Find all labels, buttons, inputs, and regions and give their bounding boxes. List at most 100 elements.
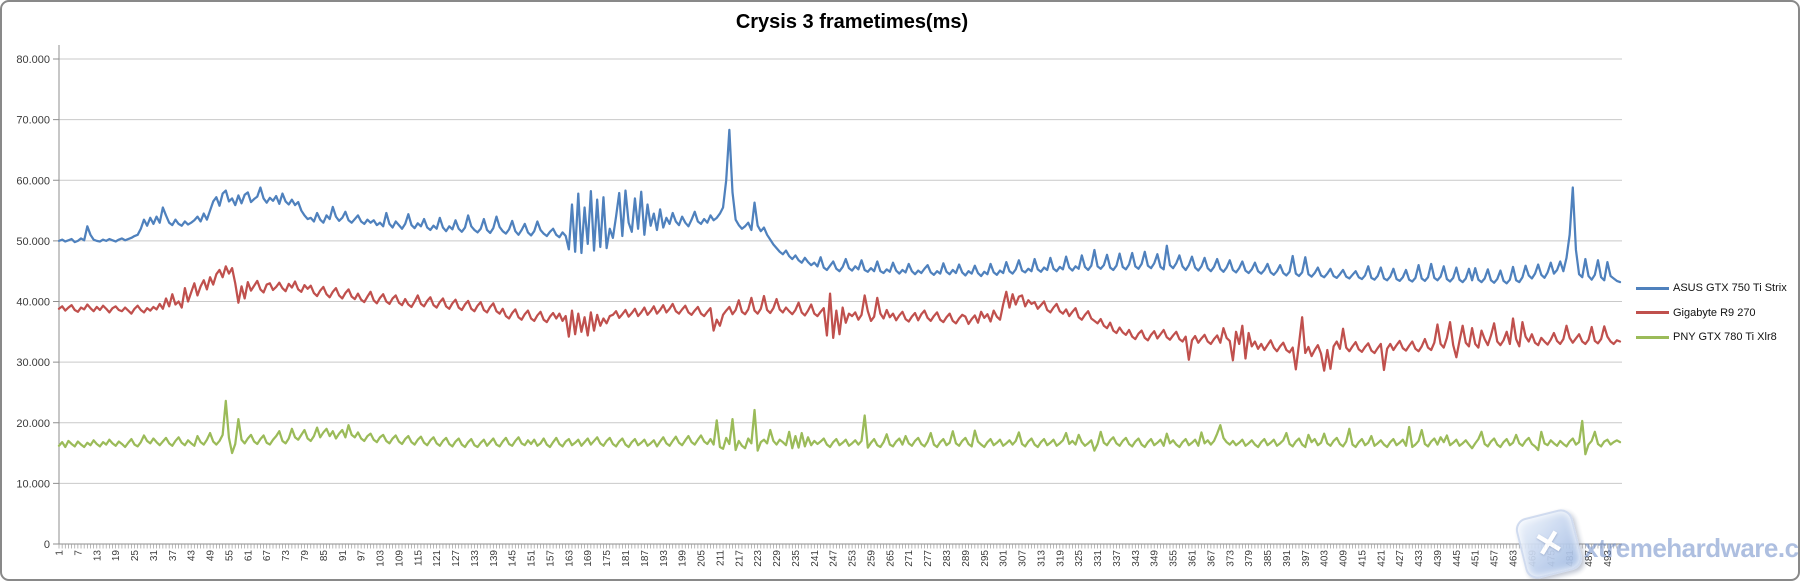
x-axis-label: 199: [678, 550, 689, 567]
x-axis-label: 469: [1527, 550, 1538, 567]
x-axis-label: 91: [338, 550, 349, 562]
x-axis-label: 223: [753, 550, 764, 567]
x-axis-label: 25: [130, 550, 141, 562]
x-axis-label: 217: [734, 550, 745, 567]
x-axis-label: 229: [772, 550, 783, 567]
y-axis-label: 0: [44, 539, 50, 551]
x-axis-label: 385: [1263, 550, 1274, 567]
x-axis-label: 409: [1339, 550, 1350, 567]
x-axis-label: 73: [281, 550, 292, 562]
x-axis-label: 37: [168, 550, 179, 562]
x-axis-label: 433: [1414, 550, 1425, 567]
legend-item: Gigabyte R9 270: [1636, 301, 1787, 326]
x-axis-label: 313: [1036, 550, 1047, 567]
x-axis-label: 379: [1244, 550, 1255, 567]
x-axis-label: 19: [111, 550, 122, 562]
x-axis-label: 451: [1471, 550, 1482, 567]
x-axis-label: 115: [413, 550, 424, 566]
x-axis-label: 13: [92, 550, 103, 562]
x-axis-label: 181: [621, 550, 632, 567]
x-axis-label: 85: [319, 550, 330, 562]
x-axis-label: 367: [1206, 550, 1217, 567]
legend-label: PNY GTX 780 Ti Xlr8: [1673, 331, 1777, 344]
x-axis-label: 109: [394, 550, 405, 567]
x-axis-label: 151: [527, 550, 538, 567]
y-axis-label: 40.000: [16, 297, 50, 309]
x-axis-label: 49: [206, 550, 217, 562]
x-axis-label: 319: [1055, 550, 1066, 567]
y-axis-label: 70.000: [16, 115, 50, 127]
x-axis-label: 211: [715, 550, 726, 566]
x-axis-label: 1: [55, 550, 66, 556]
x-axis-label: 493: [1603, 550, 1614, 567]
y-axis-label: 10.000: [16, 478, 50, 490]
x-axis-label: 307: [1018, 550, 1029, 567]
x-axis-label: 67: [262, 550, 273, 562]
x-axis-label: 427: [1395, 550, 1406, 567]
x-axis-label: 415: [1357, 550, 1368, 567]
x-axis-label: 241: [810, 550, 821, 567]
x-axis-label: 127: [451, 550, 462, 567]
x-axis-label: 259: [866, 550, 877, 567]
x-axis-label: 145: [508, 550, 519, 567]
x-axis-label: 349: [1150, 550, 1161, 567]
x-axis-label: 481: [1565, 550, 1576, 567]
legend-item: PNY GTX 780 Ti Xlr8: [1636, 325, 1787, 350]
series-line-pny-gtx-780-ti-xlr8: [57, 399, 1622, 456]
legend: ASUS GTX 750 Ti Strix Gigabyte R9 270 PNY …: [1636, 276, 1787, 350]
x-axis-label: 205: [697, 550, 708, 567]
legend-label: ASUS GTX 750 Ti Strix: [1673, 282, 1787, 295]
y-axis-label: 30.000: [16, 357, 50, 369]
legend-marker: [1636, 335, 1669, 339]
legend-item: ASUS GTX 750 Ti Strix: [1636, 276, 1787, 301]
x-axis-label: 169: [583, 550, 594, 567]
x-axis-label: 403: [1320, 550, 1331, 567]
x-axis-label: 289: [961, 550, 972, 567]
x-axis-label: 343: [1131, 550, 1142, 567]
x-axis-label: 175: [602, 550, 613, 567]
series-line-asus-gtx-750-ti-strix: [57, 128, 1622, 285]
legend-marker: [1636, 311, 1669, 315]
x-axis-label: 277: [923, 550, 934, 567]
x-axis-label: 295: [980, 550, 991, 567]
x-axis-label: 139: [489, 550, 500, 567]
x-axis-label: 457: [1490, 550, 1501, 567]
x-axis-label: 247: [829, 550, 840, 567]
x-axis-label: 133: [470, 550, 481, 567]
y-axis-label: 20.000: [16, 418, 50, 430]
x-axis-label: 121: [432, 550, 443, 567]
x-axis-label: 187: [640, 550, 651, 567]
x-axis-label: 445: [1452, 550, 1463, 567]
x-axis-label: 7: [73, 550, 84, 556]
x-axis-label: 97: [357, 550, 368, 562]
x-axis-label: 421: [1376, 550, 1387, 567]
x-axis-label: 253: [848, 550, 859, 567]
y-axis-label: 50.000: [16, 236, 50, 248]
chart-title: Crysis 3 frametimes(ms): [735, 11, 969, 33]
x-axis-label: 373: [1225, 550, 1236, 567]
x-axis-label: 487: [1584, 550, 1595, 567]
legend-label: Gigabyte R9 270: [1673, 306, 1756, 319]
x-axis-label: 265: [885, 550, 896, 567]
x-axis-label: 397: [1301, 550, 1312, 567]
y-axis-label: 60.000: [16, 175, 50, 187]
x-axis-label: 55: [224, 550, 235, 562]
x-axis-label: 193: [659, 550, 670, 567]
x-axis-label: 391: [1282, 550, 1293, 567]
x-axis-label: 103: [376, 550, 387, 567]
x-axis-label: 355: [1169, 550, 1180, 567]
x-axis-label: 463: [1509, 550, 1520, 567]
x-axis-label: 361: [1187, 550, 1198, 567]
legend-marker: [1636, 286, 1669, 290]
x-axis-label: 337: [1112, 550, 1123, 567]
x-axis-label: 301: [999, 550, 1010, 567]
x-axis-label: 61: [243, 550, 254, 562]
y-axis-label: 80.000: [16, 54, 50, 66]
x-axis-label: 31: [149, 550, 160, 562]
x-axis-label: 439: [1433, 550, 1444, 567]
x-axis-label: 157: [545, 550, 556, 567]
x-axis-label: 283: [942, 550, 953, 567]
x-axis-label: 235: [791, 550, 802, 567]
